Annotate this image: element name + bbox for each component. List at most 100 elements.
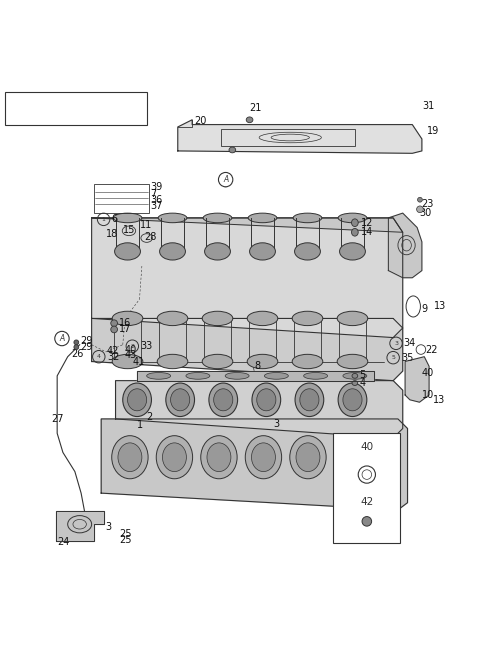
Text: 10: 10 (422, 390, 434, 400)
Bar (333, 434, 400, 543)
Text: 39: 39 (150, 182, 162, 192)
Ellipse shape (295, 383, 324, 417)
Text: 2: 2 (130, 344, 134, 349)
Ellipse shape (156, 436, 192, 479)
Text: 16: 16 (120, 318, 132, 328)
Ellipse shape (186, 373, 210, 379)
Text: 5: 5 (391, 355, 395, 360)
Ellipse shape (340, 443, 364, 472)
Polygon shape (405, 357, 429, 402)
Text: 40: 40 (360, 442, 373, 452)
Ellipse shape (115, 243, 141, 260)
Text: 41: 41 (132, 358, 144, 367)
Text: 30: 30 (420, 208, 432, 218)
Text: 3: 3 (105, 522, 111, 531)
Text: 8: 8 (254, 361, 261, 371)
Polygon shape (137, 371, 374, 380)
Ellipse shape (245, 436, 282, 479)
Ellipse shape (157, 354, 188, 369)
Ellipse shape (343, 389, 362, 411)
Ellipse shape (351, 219, 358, 226)
Text: 22: 22 (426, 344, 438, 354)
Text: 33: 33 (141, 341, 153, 351)
Ellipse shape (247, 311, 278, 325)
Text: 36: 36 (150, 195, 162, 205)
Ellipse shape (339, 243, 365, 260)
Bar (5, 92, 147, 125)
Bar (221, 129, 355, 146)
Text: 23: 23 (421, 199, 433, 209)
Ellipse shape (74, 345, 79, 350)
Ellipse shape (158, 213, 187, 222)
Ellipse shape (417, 206, 423, 213)
Ellipse shape (290, 436, 326, 479)
Ellipse shape (202, 311, 233, 325)
Text: A: A (223, 175, 228, 184)
Ellipse shape (338, 213, 367, 222)
Text: 43: 43 (124, 350, 136, 359)
Ellipse shape (343, 373, 367, 379)
Text: 11: 11 (140, 220, 152, 230)
Ellipse shape (209, 383, 238, 417)
Ellipse shape (214, 389, 233, 411)
Ellipse shape (74, 340, 79, 345)
Circle shape (55, 331, 69, 346)
Ellipse shape (352, 373, 358, 379)
Ellipse shape (292, 354, 323, 369)
Ellipse shape (418, 197, 422, 202)
Text: 40: 40 (422, 369, 434, 379)
Ellipse shape (128, 389, 147, 411)
Ellipse shape (362, 516, 372, 526)
Text: 2: 2 (147, 411, 153, 422)
Ellipse shape (351, 228, 358, 236)
Text: 13: 13 (434, 302, 446, 312)
Ellipse shape (201, 436, 237, 479)
Text: 18: 18 (106, 229, 118, 239)
Circle shape (218, 173, 233, 187)
Ellipse shape (250, 243, 276, 260)
Ellipse shape (147, 373, 170, 379)
Polygon shape (92, 318, 403, 380)
Ellipse shape (304, 373, 327, 379)
Ellipse shape (111, 320, 118, 327)
Text: 40: 40 (124, 344, 136, 354)
Text: 3: 3 (274, 419, 280, 429)
Ellipse shape (204, 243, 230, 260)
Ellipse shape (166, 383, 194, 417)
Ellipse shape (292, 311, 323, 325)
Text: 4: 4 (97, 354, 101, 359)
Ellipse shape (123, 383, 152, 417)
Text: THE NO. 38: ① ~ ⑥: THE NO. 38: ① ~ ⑥ (9, 111, 96, 120)
Ellipse shape (264, 373, 288, 379)
Ellipse shape (113, 213, 142, 222)
Text: 35: 35 (401, 353, 413, 363)
Ellipse shape (295, 243, 321, 260)
Ellipse shape (293, 213, 322, 222)
Text: 34: 34 (404, 338, 416, 348)
Text: 4: 4 (360, 378, 366, 388)
Text: 31: 31 (422, 102, 434, 112)
Ellipse shape (246, 117, 253, 123)
Text: 21: 21 (250, 103, 262, 113)
Polygon shape (101, 419, 408, 510)
Text: 32: 32 (107, 352, 120, 361)
Text: 7: 7 (150, 189, 156, 199)
Ellipse shape (112, 354, 143, 369)
Ellipse shape (159, 243, 185, 260)
Text: 25: 25 (120, 529, 132, 539)
Text: A: A (60, 334, 65, 343)
Ellipse shape (337, 311, 368, 325)
Text: NOTE: NOTE (11, 96, 35, 105)
Text: 29: 29 (81, 337, 93, 346)
Text: 5: 5 (360, 370, 366, 380)
Text: 19: 19 (427, 126, 439, 136)
Bar (94, 184, 149, 213)
Text: 1: 1 (137, 420, 143, 430)
Ellipse shape (334, 436, 371, 479)
Ellipse shape (247, 354, 278, 369)
Ellipse shape (112, 311, 143, 325)
Polygon shape (116, 380, 403, 438)
Text: 42: 42 (360, 497, 373, 507)
Ellipse shape (207, 443, 231, 472)
Text: 14: 14 (360, 227, 373, 237)
